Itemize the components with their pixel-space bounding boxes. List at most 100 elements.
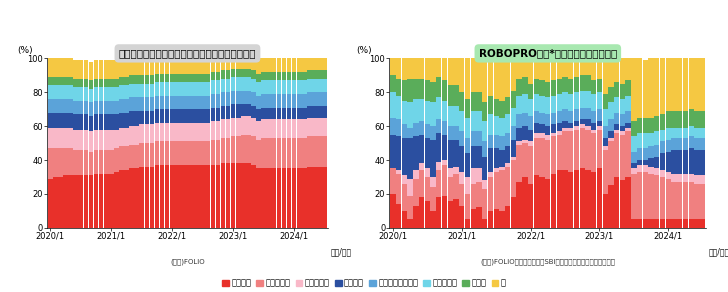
Bar [317,106,322,118]
Bar [700,219,705,228]
Bar [109,114,114,130]
Bar [79,114,83,130]
Bar [205,141,210,165]
Bar [625,128,630,131]
Bar [649,118,654,133]
Bar [205,109,210,123]
Bar [677,182,682,219]
Bar [109,173,114,228]
Bar [190,57,195,74]
Bar [465,177,470,194]
Bar [419,197,424,228]
Bar [511,107,516,126]
Bar [609,58,614,87]
Bar [402,138,407,175]
Bar [124,58,129,77]
Bar [74,79,78,87]
Bar [488,114,493,135]
Bar [476,111,482,131]
Bar [180,165,185,228]
Bar [170,82,175,96]
Bar [488,58,493,96]
Bar [459,172,464,184]
Bar [159,109,165,123]
Bar [241,69,245,77]
Bar [591,111,596,123]
Bar [695,128,700,138]
Bar [545,82,550,97]
Bar [551,80,556,96]
Bar [424,80,430,101]
Bar [470,131,476,147]
Bar [135,75,139,84]
Bar [63,86,68,99]
Bar [597,126,602,130]
Bar [221,53,226,70]
Bar [124,86,129,99]
Bar [643,160,648,165]
Bar [620,180,625,228]
Bar [414,179,419,206]
Bar [109,79,114,87]
Bar [135,111,139,126]
Y-axis label: (%): (%) [356,46,372,55]
Bar [317,136,322,167]
Bar [231,69,235,77]
Bar [609,87,614,102]
Bar [323,70,327,79]
Bar [436,77,441,97]
Bar [266,55,271,72]
Bar [68,99,73,113]
Bar [114,114,119,130]
Bar [700,48,705,111]
Bar [74,101,78,114]
Bar [135,58,139,75]
Bar [700,111,705,128]
Bar [390,168,395,194]
Bar [53,128,58,148]
Bar [654,157,660,168]
Bar [236,69,240,77]
Bar [149,124,154,143]
Bar [195,96,200,109]
Bar [266,119,271,138]
Bar [579,128,585,168]
Bar [534,58,539,79]
Bar [236,104,240,118]
Bar [551,124,556,133]
Bar [149,84,154,97]
Bar [671,128,676,138]
Bar [68,86,73,99]
Bar [557,94,562,111]
Bar [511,197,516,228]
Bar [119,128,124,147]
Bar [246,104,250,116]
Bar [689,126,694,136]
Bar [430,140,436,177]
Bar [159,57,165,74]
Bar [144,97,149,111]
Bar [246,69,250,77]
Bar [277,80,281,94]
Bar [221,106,226,119]
Bar [79,87,83,101]
Bar [130,97,134,111]
Bar [683,173,688,182]
Bar [522,94,528,113]
Bar [282,80,286,94]
Bar [170,109,175,123]
Bar [287,72,291,80]
Bar [307,136,312,167]
Bar [419,99,424,121]
Bar [396,204,401,228]
Bar [205,96,210,109]
Bar [231,104,235,118]
Bar [63,128,68,148]
Bar [563,121,568,128]
Bar [563,128,568,131]
Bar [539,80,545,96]
Bar [631,168,636,173]
Bar [579,124,585,128]
Bar [390,118,395,135]
Bar [654,131,660,145]
